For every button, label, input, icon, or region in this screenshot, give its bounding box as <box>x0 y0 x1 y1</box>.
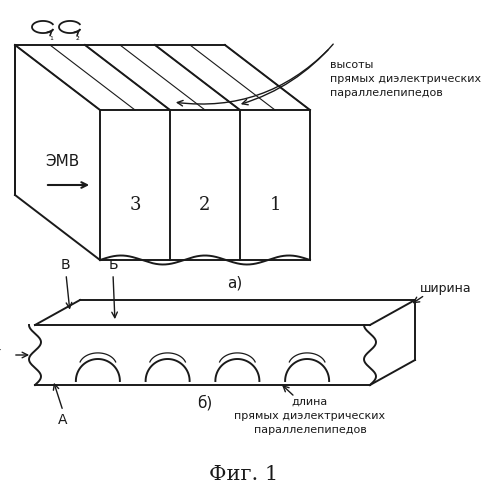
Text: 2: 2 <box>199 196 210 214</box>
Text: б): б) <box>197 395 212 410</box>
Text: ₁: ₁ <box>49 32 53 42</box>
Text: А: А <box>58 413 68 427</box>
Text: 1: 1 <box>269 196 280 214</box>
Text: а): а) <box>227 275 242 290</box>
Text: Б: Б <box>108 258 118 272</box>
Text: ₂: ₂ <box>76 32 80 42</box>
Text: Фиг. 1: Фиг. 1 <box>209 466 278 484</box>
Text: высоты
прямых диэлектрических
параллелепипедов: высоты прямых диэлектрических параллелеп… <box>329 60 480 98</box>
Text: В: В <box>60 258 70 272</box>
Text: ширина: ширина <box>419 282 470 295</box>
Text: Г: Г <box>0 348 1 362</box>
Text: длина
прямых диэлектрических
параллелепипедов: длина прямых диэлектрических параллелепи… <box>234 397 385 435</box>
Text: 3: 3 <box>129 196 141 214</box>
Text: ЭМВ: ЭМВ <box>45 154 79 169</box>
